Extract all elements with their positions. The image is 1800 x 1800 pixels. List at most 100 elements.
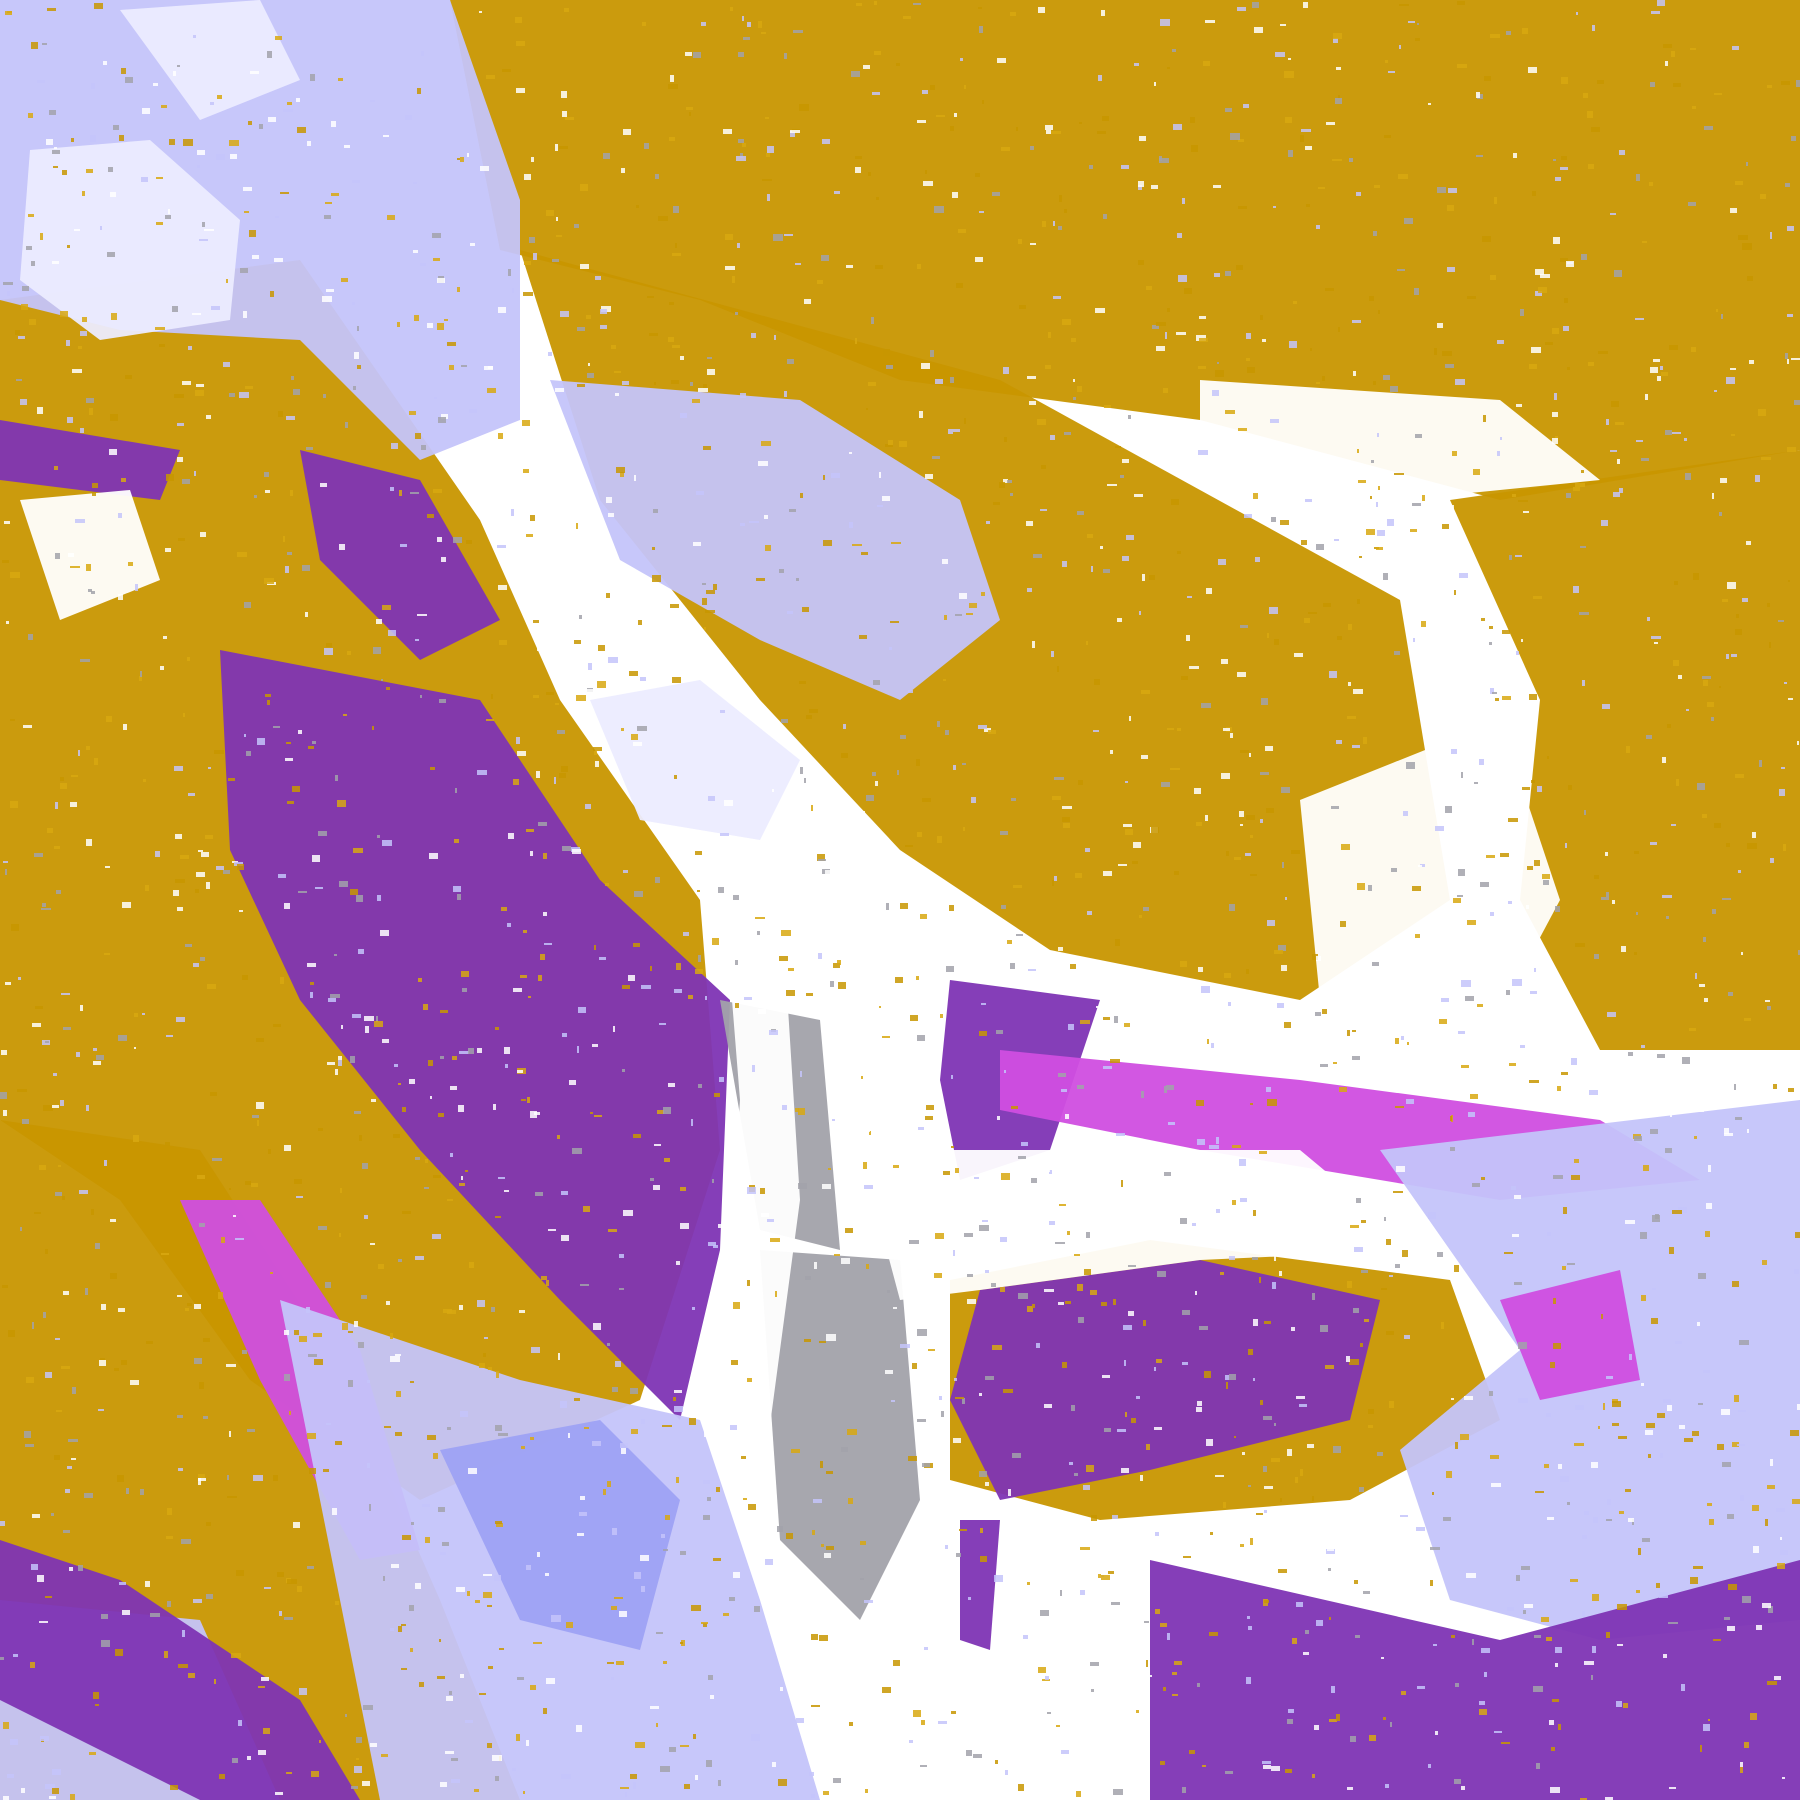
- speckle: [142, 1013, 145, 1015]
- speckle: [1679, 1425, 1685, 1429]
- speckle: [708, 1675, 713, 1680]
- speckle: [869, 1131, 871, 1135]
- speckle: [890, 621, 899, 623]
- speckle: [1779, 789, 1785, 796]
- speckle: [78, 750, 80, 756]
- speckle: [2, 1285, 8, 1288]
- speckle: [1412, 886, 1421, 891]
- speckle: [185, 1308, 189, 1311]
- speckle: [1552, 412, 1558, 417]
- speckle: [650, 966, 652, 971]
- speckle: [1032, 1304, 1035, 1308]
- speckle: [1087, 911, 1092, 915]
- speckle: [1533, 1686, 1543, 1692]
- speckle: [1157, 1271, 1166, 1277]
- speckle: [11, 924, 19, 931]
- cloud-region-purple-far-west: [0, 420, 180, 500]
- speckle: [952, 192, 958, 198]
- speckle: [1262, 339, 1266, 342]
- speckle: [1787, 314, 1793, 317]
- speckle: [1338, 95, 1340, 99]
- speckle: [852, 544, 862, 546]
- speckle: [1274, 639, 1279, 645]
- speckle: [1516, 1575, 1520, 1581]
- speckle: [612, 1387, 618, 1392]
- speckle: [1735, 1117, 1742, 1120]
- speckle: [623, 129, 631, 135]
- speckle: [1714, 390, 1717, 392]
- speckle: [1738, 870, 1741, 873]
- speckle: [595, 761, 599, 767]
- speckle: [1280, 520, 1289, 525]
- speckle: [1613, 492, 1620, 497]
- speckle: [1086, 1232, 1090, 1238]
- speckle: [755, 917, 765, 919]
- speckle: [836, 1681, 846, 1685]
- speckle: [834, 1254, 840, 1256]
- speckle: [1564, 298, 1568, 303]
- speckle: [1707, 702, 1714, 707]
- speckle: [245, 386, 253, 389]
- speckle: [380, 930, 389, 936]
- speckle: [577, 327, 585, 331]
- speckle: [1360, 1343, 1363, 1347]
- speckle: [433, 489, 442, 493]
- speckle: [339, 544, 345, 550]
- speckle: [1313, 1580, 1315, 1583]
- speckle: [1305, 146, 1312, 150]
- speckle: [1118, 864, 1127, 866]
- speckle: [1156, 346, 1165, 351]
- speckle: [1414, 288, 1419, 295]
- speckle: [1080, 1590, 1085, 1595]
- speckle: [1607, 1499, 1611, 1505]
- speckle: [1101, 1575, 1110, 1580]
- speckle: [576, 1725, 582, 1732]
- speckle: [766, 153, 770, 157]
- speckle: [795, 263, 801, 265]
- speckle: [246, 751, 251, 756]
- speckle: [1232, 1200, 1236, 1205]
- speckle: [232, 1758, 238, 1763]
- speckle: [868, 172, 871, 176]
- speckle: [461, 971, 469, 977]
- speckle: [53, 166, 58, 168]
- speckle: [1588, 362, 1594, 366]
- speckle: [738, 139, 744, 143]
- speckle: [1085, 848, 1090, 852]
- speckle: [574, 640, 581, 644]
- speckle: [60, 777, 64, 781]
- speckle: [1274, 1423, 1276, 1426]
- speckle: [208, 767, 211, 769]
- speckle: [1582, 1611, 1585, 1617]
- speckle: [913, 1710, 921, 1717]
- speckle: [227, 1496, 237, 1498]
- speckle: [1221, 659, 1228, 664]
- speckle: [1472, 1183, 1480, 1187]
- speckle: [1240, 625, 1248, 628]
- speckle: [705, 610, 715, 613]
- speckle: [1663, 44, 1672, 48]
- speckle: [325, 202, 332, 204]
- speckle: [1122, 556, 1129, 561]
- speckle: [703, 1623, 707, 1627]
- speckle: [607, 1662, 614, 1664]
- speckle: [354, 1111, 361, 1114]
- speckle: [1240, 1544, 1244, 1547]
- speckle: [740, 1254, 748, 1258]
- speckle: [877, 505, 883, 507]
- speckle: [1322, 1009, 1327, 1014]
- speckle: [437, 537, 442, 542]
- speckle: [764, 515, 768, 519]
- speckle: [1791, 136, 1796, 141]
- speckle: [743, 37, 750, 40]
- speckle: [1447, 267, 1455, 272]
- speckle: [261, 1677, 269, 1681]
- speckle: [800, 493, 803, 498]
- speckle: [594, 1115, 602, 1117]
- speckle: [1274, 950, 1283, 954]
- speckle: [422, 1504, 430, 1507]
- speckle: [440, 1056, 444, 1059]
- speckle: [642, 22, 646, 26]
- speckle: [253, 1475, 263, 1481]
- speckle: [55, 1338, 60, 1340]
